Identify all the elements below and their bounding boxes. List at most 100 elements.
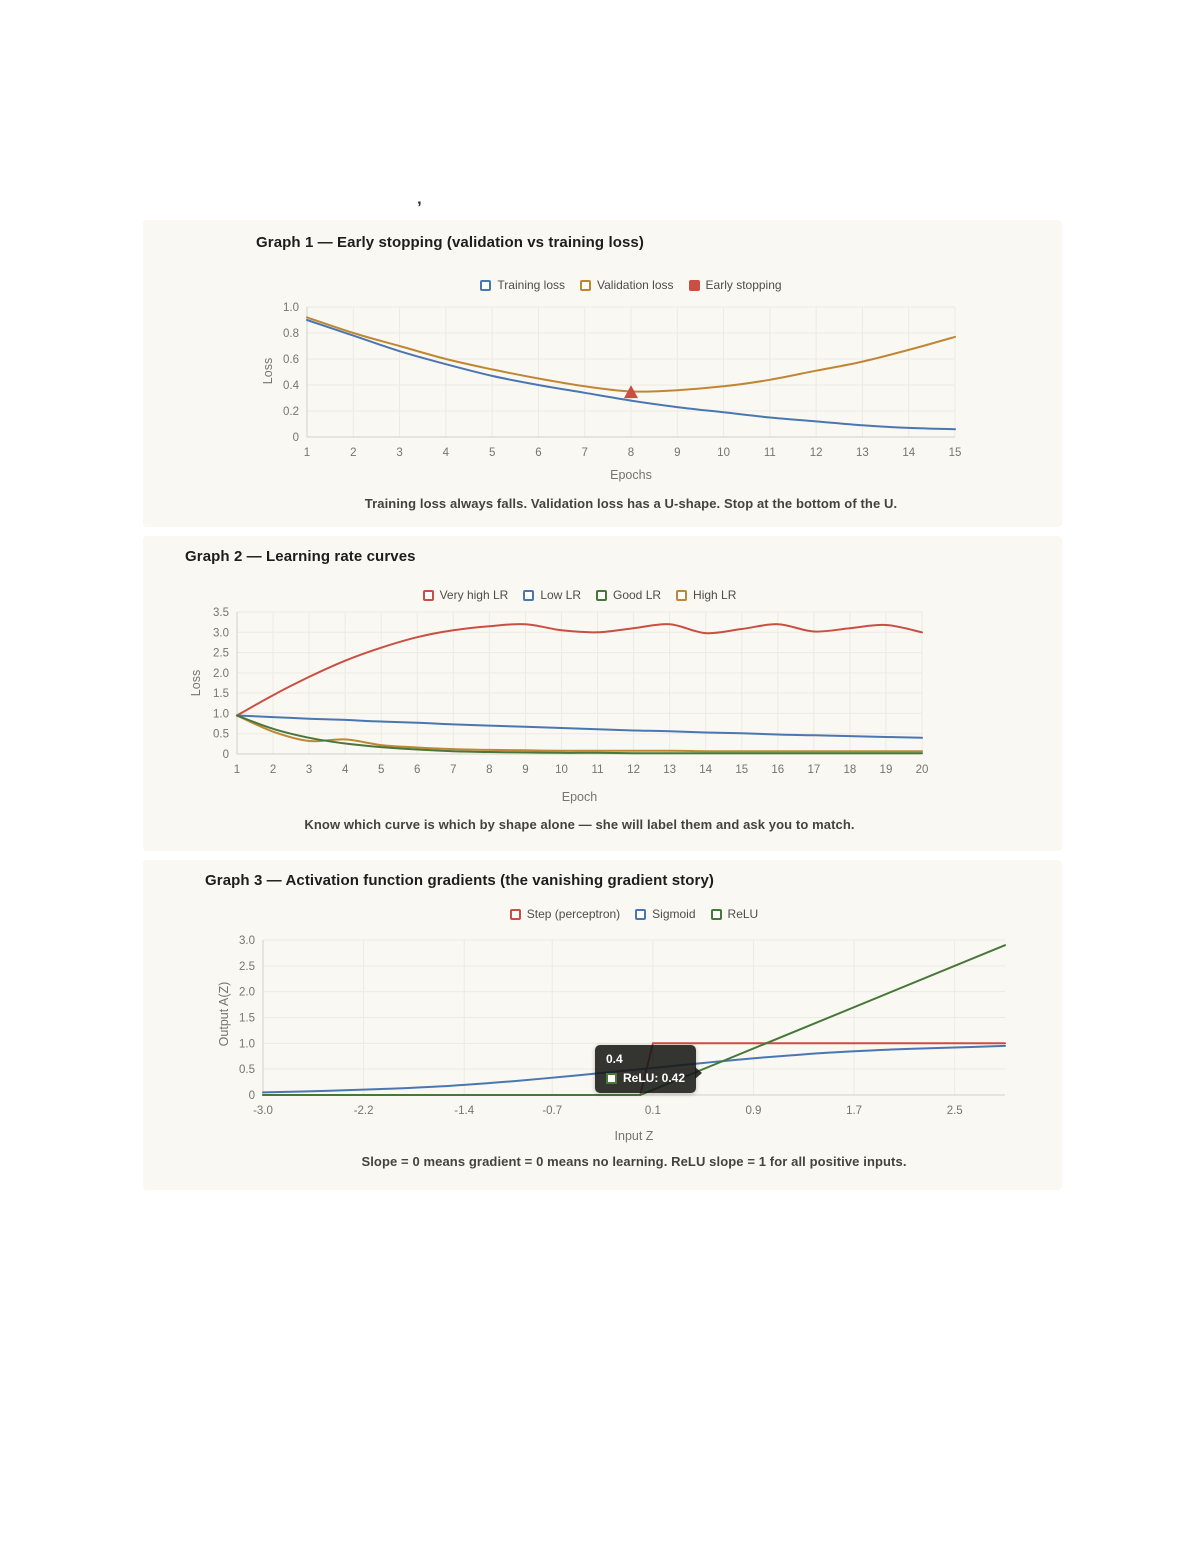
svg-text:5: 5	[378, 764, 384, 776]
svg-text:0.4: 0.4	[283, 380, 300, 392]
svg-text:1.5: 1.5	[213, 688, 229, 700]
svg-text:7: 7	[450, 764, 456, 776]
legend-label: Sigmoid	[652, 907, 696, 921]
svg-text:6: 6	[535, 447, 541, 459]
svg-text:0.2: 0.2	[283, 406, 299, 418]
svg-text:2: 2	[270, 764, 276, 776]
legend-label: Very high LR	[439, 588, 509, 602]
svg-text:1.0: 1.0	[213, 708, 229, 720]
svg-text:0.6: 0.6	[283, 354, 299, 366]
svg-text:-1.4: -1.4	[454, 1105, 474, 1117]
y-axis-label: Output A(Z)	[217, 981, 231, 1047]
legend-swatch	[635, 908, 647, 920]
legend-label: Step (perceptron)	[526, 907, 621, 921]
svg-text:3.5: 3.5	[213, 607, 229, 619]
svg-text:0: 0	[249, 1090, 255, 1102]
early-stopping-marker	[624, 385, 638, 399]
legend-swatch	[676, 589, 688, 601]
svg-text:5: 5	[489, 447, 495, 459]
legend-item-very-high-lr[interactable]: Very high LR	[422, 588, 509, 602]
chart-title: Graph 3 — Activation function gradients …	[205, 872, 714, 889]
svg-text:8: 8	[628, 447, 634, 459]
legend-item-training-loss[interactable]: Training loss	[480, 278, 565, 292]
svg-text:17: 17	[807, 764, 820, 776]
svg-text:0.9: 0.9	[745, 1105, 761, 1117]
chart-legend: Very high LR Low LR Good LR High LR	[237, 588, 922, 602]
legend-label: Early stopping	[705, 278, 782, 292]
legend-item-relu[interactable]: ReLU	[710, 907, 759, 921]
tooltip-series-value: ReLU: 0.42	[623, 1071, 686, 1085]
x-axis-label: Epochs	[610, 468, 652, 482]
svg-text:7: 7	[582, 447, 588, 459]
y-axis-label: Loss	[261, 357, 275, 385]
svg-text:1.0: 1.0	[239, 1038, 255, 1050]
svg-text:6: 6	[414, 764, 420, 776]
svg-text:18: 18	[843, 764, 856, 776]
svg-text:1.7: 1.7	[846, 1105, 862, 1117]
svg-text:3: 3	[306, 764, 312, 776]
legend-item-good-lr[interactable]: Good LR	[596, 588, 661, 602]
svg-text:15: 15	[949, 447, 962, 459]
svg-text:9: 9	[674, 447, 680, 459]
legend-item-high-lr[interactable]: High LR	[676, 588, 736, 602]
legend-label: ReLU	[727, 907, 759, 921]
svg-text:8: 8	[486, 764, 492, 776]
svg-text:1: 1	[304, 447, 310, 459]
legend-swatch	[509, 908, 521, 920]
activation-gradients-chart[interactable]: 0 0.5 1.0 1.5 2.0 2.5 3.0 -3.0 -2.2 -1.4 -0.7 0.1 0.…	[143, 860, 1062, 1190]
legend-swatch	[422, 589, 434, 601]
legend-item-sigmoid[interactable]: Sigmoid	[635, 907, 696, 921]
svg-text:-2.2: -2.2	[354, 1105, 374, 1117]
legend-label: Training loss	[497, 278, 566, 292]
chart-title: Graph 2 — Learning rate curves	[185, 548, 416, 565]
legend-item-low-lr[interactable]: Low LR	[523, 588, 581, 602]
early-stopping-chart[interactable]: 00.20.40.60.81.01 2 3 4 5 6 7 8 9 10 11 12 13 14 15	[143, 220, 1062, 527]
tooltip-x-value: 0.4	[606, 1052, 623, 1066]
legend-label: Good LR	[613, 588, 662, 602]
svg-text:1: 1	[234, 764, 240, 776]
svg-text:9: 9	[522, 764, 528, 776]
chart-card-early-stopping: Graph 1 — Early stopping (validation vs …	[143, 220, 1062, 527]
svg-text:3.0: 3.0	[213, 627, 229, 639]
svg-text:12: 12	[810, 447, 823, 459]
svg-text:15: 15	[735, 764, 748, 776]
legend-swatch	[523, 589, 535, 601]
svg-text:2.5: 2.5	[239, 961, 255, 973]
svg-text:2: 2	[350, 447, 356, 459]
legend-item-step-perceptron-[interactable]: Step (perceptron)	[509, 907, 621, 921]
svg-text:10: 10	[717, 447, 730, 459]
legend-swatch	[580, 279, 592, 291]
svg-text:2.5: 2.5	[947, 1105, 963, 1117]
svg-text:4: 4	[443, 447, 450, 459]
svg-text:0.8: 0.8	[283, 328, 299, 340]
chart-card-activation-gradients: Graph 3 — Activation function gradients …	[143, 860, 1062, 1190]
y-axis-label: Loss	[189, 669, 203, 697]
svg-text:-3.0: -3.0	[253, 1105, 273, 1117]
svg-text:14: 14	[902, 447, 915, 459]
svg-text:0.1: 0.1	[645, 1105, 661, 1117]
svg-text:1.0: 1.0	[283, 302, 299, 314]
chart-tooltip: 0.4 ReLU: 0.42	[595, 1045, 703, 1093]
svg-text:0: 0	[223, 749, 229, 761]
svg-text:2.0: 2.0	[239, 987, 255, 999]
legend-label: Validation loss	[597, 278, 674, 292]
x-axis-label: Input Z	[614, 1129, 654, 1143]
svg-text:20: 20	[916, 764, 929, 776]
svg-text:2.0: 2.0	[213, 668, 229, 680]
svg-text:0: 0	[293, 432, 299, 444]
legend-item-validation-loss[interactable]: Validation loss	[580, 278, 674, 292]
chart-legend: Training loss Validation loss Early stoppi…	[307, 278, 955, 292]
legend-swatch	[480, 279, 492, 291]
legend-label: Low LR	[540, 588, 581, 602]
svg-text:0.5: 0.5	[239, 1064, 255, 1076]
learning-rate-chart[interactable]: 00.51.01.52.02.53.03.51 2 3 4 5 6 7 8 9 10 11 12 13 1…	[143, 536, 1062, 851]
legend-swatch	[596, 589, 607, 601]
svg-text:2.5: 2.5	[213, 648, 229, 660]
legend-swatch	[688, 279, 700, 291]
chart-legend: Step (perceptron) Sigmoid ReLU	[263, 907, 1005, 921]
svg-text:-0.7: -0.7	[542, 1105, 562, 1117]
svg-text:13: 13	[856, 447, 869, 459]
legend-item-early-stopping[interactable]: Early stopping	[688, 278, 782, 292]
svg-text:3.0: 3.0	[239, 935, 255, 947]
